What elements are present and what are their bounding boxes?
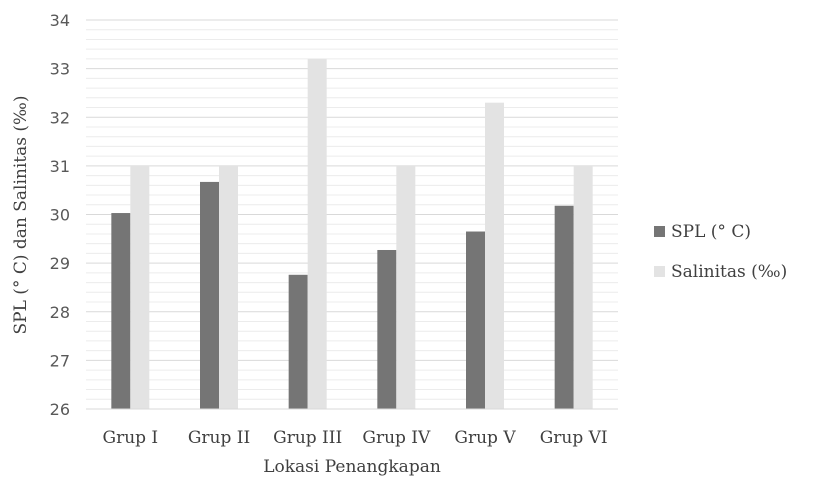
gridlines [86,19,618,410]
x-tick-label: Grup II [188,428,250,448]
x-tick-label: Grup IV [362,428,431,448]
y-tick-label: 32 [50,108,70,127]
salinitas-bar-2 [219,165,238,409]
legend-swatch-salinitas [654,266,665,277]
legend-label-spl: SPL (° C) [671,222,751,242]
x-tick-label: Grup I [102,428,158,448]
y-tick-label: 34 [50,11,70,30]
x-tick-label: Grup V [454,428,516,448]
spl-bar-6 [554,205,574,409]
y-tick-label: 33 [50,60,70,79]
spl-bar-4 [377,249,397,409]
legend: SPL (° C) Salinitas (‰) [654,222,787,282]
y-tick-label: 28 [50,303,70,322]
y-tick-label: 31 [50,157,70,176]
y-axis-title: SPL (° C) dan Salinitas (‰) [11,96,31,335]
y-tick-label: 26 [50,400,70,419]
legend-label-salinitas: Salinitas (‰) [671,262,787,282]
y-tick-labels: 26 27 28 29 30 31 32 33 34 [50,11,70,419]
salinitas-bar-4 [396,165,416,409]
y-tick-label: 27 [50,351,70,370]
legend-swatch-spl [654,226,665,237]
spl-bar-3 [288,274,308,409]
x-axis-title: Lokasi Penangkapan [263,457,441,477]
y-tick-label: 30 [50,206,70,225]
spl-bar-5 [466,231,485,409]
salinitas-bar-6 [573,165,593,409]
x-tick-labels: Grup I Grup II Grup III Grup IV Grup V Grup V… [102,428,607,448]
x-tick-label: Grup III [273,428,342,448]
salinitas-bar-3 [307,58,327,410]
spl-bar-1 [111,213,131,409]
salinitas-bar-5 [485,102,504,409]
y-tick-label: 29 [50,254,70,273]
spl-bar-2 [200,181,219,409]
salinitas-bar-1 [130,165,150,409]
bars [111,58,593,410]
x-tick-label: Grup VI [540,428,608,448]
